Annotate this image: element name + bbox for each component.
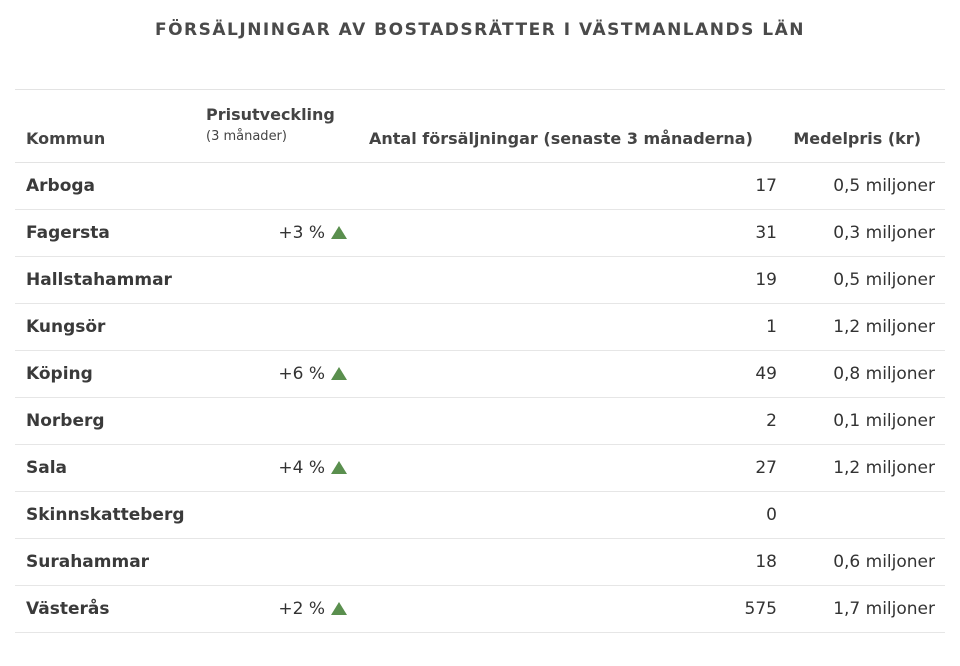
triangle-up-icon	[331, 367, 347, 380]
cell-antal: 17	[755, 176, 777, 196]
cell-antal: 27	[755, 458, 777, 478]
cell-kommun: Norberg	[26, 411, 105, 431]
cell-prisutveckling: +3 %	[278, 223, 347, 243]
cell-antal: 31	[755, 223, 777, 243]
cell-antal: 575	[744, 599, 777, 619]
cell-antal: 2	[766, 411, 777, 431]
cell-prisutveckling-value: +2 %	[278, 599, 325, 619]
cell-kommun: Surahammar	[26, 552, 150, 572]
cell-prisutveckling-value: +4 %	[278, 458, 325, 478]
table-row: Västerås +2 % 575 1,7 miljoner	[15, 586, 945, 633]
cell-prisutveckling-value: +6 %	[278, 364, 325, 384]
table-row: Norberg 2 0,1 miljoner	[15, 398, 945, 445]
cell-antal: 19	[755, 270, 777, 290]
cell-medelpris: 1,7 miljoner	[833, 599, 935, 619]
table-row: Arboga 17 0,5 miljoner	[15, 163, 945, 210]
cell-kommun: Arboga	[26, 176, 96, 196]
cell-antal: 0	[766, 505, 777, 525]
column-header-antal: Antal försäljningar (senaste 3 månaderna…	[369, 129, 753, 148]
cell-prisutveckling-value: +3 %	[278, 223, 325, 243]
cell-antal: 49	[755, 364, 777, 384]
cell-kommun: Fagersta	[26, 223, 110, 243]
cell-prisutveckling: +4 %	[278, 458, 347, 478]
table-row: Fagersta +3 % 31 0,3 miljoner	[15, 210, 945, 257]
table-row: Surahammar 18 0,6 miljoner	[15, 539, 945, 586]
cell-kommun: Sala	[26, 458, 68, 478]
chart-title: FÖRSÄLJNINGAR AV BOSTADSRÄTTER I VÄSTMAN…	[154, 20, 805, 40]
table-row: Kungsör 1 1,2 miljoner	[15, 304, 945, 351]
table-row: Köping +6 % 49 0,8 miljoner	[15, 351, 945, 398]
column-header-medelpris: Medelpris (kr)	[793, 129, 921, 148]
cell-kommun: Skinnskatteberg	[26, 505, 185, 525]
cell-kommun: Västerås	[26, 599, 110, 619]
cell-prisutveckling: +2 %	[278, 599, 347, 619]
column-header-prisutveckling: Prisutveckling (3 månader)	[206, 104, 335, 148]
cell-medelpris: 0,8 miljoner	[833, 364, 935, 384]
table-header: Kommun Prisutveckling (3 månader) Antal …	[15, 90, 945, 163]
cell-medelpris: 1,2 miljoner	[833, 317, 935, 337]
cell-antal: 1	[766, 317, 777, 337]
cell-medelpris: 0,5 miljoner	[833, 270, 935, 290]
cell-medelpris: 0,1 miljoner	[833, 411, 935, 431]
cell-prisutveckling: +6 %	[278, 364, 347, 384]
cell-kommun: Kungsör	[26, 317, 106, 337]
column-header-kommun: Kommun	[26, 129, 106, 148]
table-row: Sala +4 % 27 1,2 miljoner	[15, 445, 945, 492]
cell-medelpris: 0,6 miljoner	[833, 552, 935, 572]
table-row: Hallstahammar 19 0,5 miljoner	[15, 257, 945, 304]
cell-kommun: Hallstahammar	[26, 270, 172, 290]
triangle-up-icon	[331, 602, 347, 615]
cell-kommun: Köping	[26, 364, 93, 384]
sales-table: Kommun Prisutveckling (3 månader) Antal …	[15, 89, 945, 633]
column-header-prisutveckling-sub: (3 månader)	[206, 129, 287, 144]
triangle-up-icon	[331, 226, 347, 239]
triangle-up-icon	[331, 461, 347, 474]
cell-medelpris: 1,2 miljoner	[833, 458, 935, 478]
cell-antal: 18	[755, 552, 777, 572]
column-header-prisutveckling-label: Prisutveckling	[206, 105, 335, 124]
table-body: Arboga 17 0,5 miljoner Fagersta +3 % 31 0,3 mi…	[15, 163, 945, 633]
cell-medelpris: 0,3 miljoner	[833, 223, 935, 243]
cell-medelpris: 0,5 miljoner	[833, 176, 935, 196]
table-row: Skinnskatteberg 0	[15, 492, 945, 539]
